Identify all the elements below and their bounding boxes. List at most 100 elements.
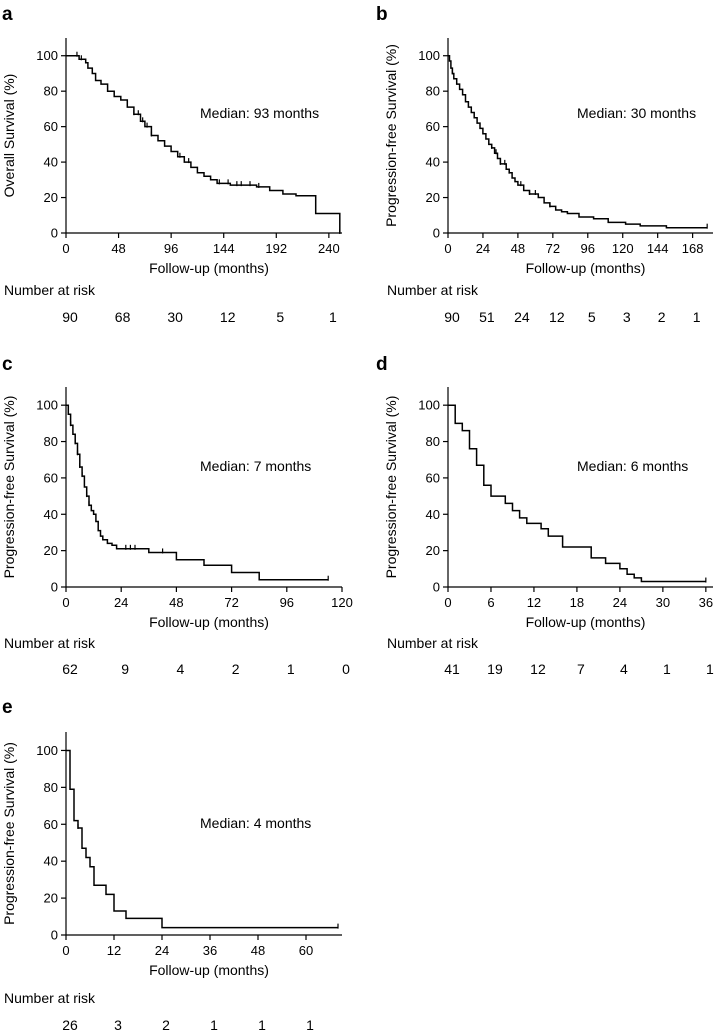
median-annotation: Median: 4 months bbox=[200, 815, 311, 831]
x-tick-label: 12 bbox=[107, 943, 121, 958]
x-axis-title: Follow-up (months) bbox=[149, 260, 269, 276]
x-tick-label: 24 bbox=[613, 595, 627, 610]
y-tick-label: 40 bbox=[44, 155, 58, 170]
x-tick-label: 72 bbox=[224, 595, 238, 610]
y-tick-label: 60 bbox=[44, 470, 58, 485]
x-tick-label: 12 bbox=[527, 595, 541, 610]
y-axis-title: Progression-free Survival (%) bbox=[383, 44, 399, 227]
risk-count: 68 bbox=[115, 309, 131, 325]
y-tick-label: 20 bbox=[426, 190, 440, 205]
x-tick-label: 120 bbox=[612, 241, 634, 256]
risk-count: 5 bbox=[588, 309, 596, 325]
x-axis-title: Follow-up (months) bbox=[149, 614, 269, 630]
risk-count: 1 bbox=[210, 1017, 218, 1031]
y-axis-title: Overall Survival (%) bbox=[1, 74, 17, 198]
y-axis-title: Progression-free Survival (%) bbox=[1, 396, 17, 579]
risk-count: 1 bbox=[329, 309, 337, 325]
x-tick-label: 0 bbox=[62, 241, 69, 256]
median-annotation: Median: 6 months bbox=[577, 458, 688, 474]
x-tick-label: 72 bbox=[546, 241, 560, 256]
risk-count: 9 bbox=[121, 661, 129, 677]
y-tick-label: 40 bbox=[426, 507, 440, 522]
x-tick-label: 240 bbox=[318, 241, 340, 256]
y-tick-label: 80 bbox=[44, 780, 58, 795]
risk-count: 26 bbox=[62, 1017, 78, 1031]
y-tick-label: 0 bbox=[51, 580, 58, 595]
risk-count: 24 bbox=[514, 309, 530, 325]
risk-count: 1 bbox=[706, 661, 714, 677]
y-axis-title: Progression-free Survival (%) bbox=[1, 742, 17, 925]
y-tick-label: 40 bbox=[44, 854, 58, 869]
y-tick-label: 0 bbox=[433, 580, 440, 595]
risk-count: 5 bbox=[276, 309, 284, 325]
y-tick-label: 100 bbox=[418, 48, 440, 63]
median-annotation: Median: 93 months bbox=[200, 105, 319, 121]
x-axis-title: Follow-up (months) bbox=[526, 614, 646, 630]
x-tick-label: 96 bbox=[164, 241, 178, 256]
y-tick-label: 0 bbox=[51, 928, 58, 943]
x-axis-title: Follow-up (months) bbox=[526, 260, 646, 276]
risk-count: 0 bbox=[342, 661, 350, 677]
x-axis-title: Follow-up (months) bbox=[149, 962, 269, 978]
y-tick-label: 100 bbox=[36, 398, 58, 413]
y-tick-label: 20 bbox=[44, 543, 58, 558]
x-tick-label: 0 bbox=[444, 595, 451, 610]
x-tick-label: 60 bbox=[299, 943, 313, 958]
y-tick-label: 100 bbox=[36, 48, 58, 63]
x-tick-label: 96 bbox=[280, 595, 294, 610]
x-tick-label: 48 bbox=[251, 943, 265, 958]
risk-count: 12 bbox=[220, 309, 236, 325]
y-tick-label: 60 bbox=[44, 817, 58, 832]
x-tick-label: 0 bbox=[444, 241, 451, 256]
survival-curve bbox=[448, 404, 706, 583]
risk-count: 1 bbox=[287, 661, 295, 677]
x-tick-label: 144 bbox=[647, 241, 669, 256]
x-tick-label: 144 bbox=[213, 241, 235, 256]
panel-b: b 0 20 40 60 80 100 0 24 48 72 96 120 144 168 Progressi… bbox=[376, 4, 713, 325]
x-tick-label: 24 bbox=[114, 595, 128, 610]
panel-letter: a bbox=[2, 4, 13, 25]
risk-count: 1 bbox=[663, 661, 671, 677]
y-tick-label: 80 bbox=[44, 434, 58, 449]
survival-curve bbox=[66, 749, 338, 929]
risk-count: 3 bbox=[623, 309, 631, 325]
y-axis-title: Progression-free Survival (%) bbox=[383, 396, 399, 579]
number-at-risk-title: Number at risk bbox=[387, 635, 479, 651]
y-tick-label: 60 bbox=[426, 470, 440, 485]
risk-count: 4 bbox=[620, 661, 628, 677]
y-tick-label: 20 bbox=[44, 891, 58, 906]
risk-count: 4 bbox=[177, 661, 185, 677]
risk-count: 1 bbox=[693, 309, 701, 325]
risk-count: 7 bbox=[577, 661, 585, 677]
survival-curve bbox=[66, 404, 329, 581]
panel-a: a 0 20 40 60 80 100 0 48 96 144 192 240 Overall Survi… bbox=[1, 4, 342, 325]
survival-curve bbox=[448, 54, 708, 229]
risk-count: 2 bbox=[232, 661, 240, 677]
risk-count: 90 bbox=[444, 309, 460, 325]
x-tick-label: 48 bbox=[511, 241, 525, 256]
panel-letter: e bbox=[2, 697, 13, 718]
x-tick-label: 120 bbox=[331, 595, 353, 610]
y-tick-label: 20 bbox=[44, 190, 58, 205]
median-annotation: Median: 7 months bbox=[200, 458, 311, 474]
risk-count: 3 bbox=[114, 1017, 122, 1031]
x-tick-label: 6 bbox=[487, 595, 494, 610]
median-annotation: Median: 30 months bbox=[577, 105, 696, 121]
risk-count: 30 bbox=[167, 309, 183, 325]
y-tick-label: 100 bbox=[418, 398, 440, 413]
risk-count: 1 bbox=[258, 1017, 266, 1031]
x-tick-label: 30 bbox=[656, 595, 670, 610]
number-at-risk-title: Number at risk bbox=[387, 282, 479, 298]
panel-letter: b bbox=[376, 4, 388, 25]
panel-d: d 0 20 40 60 80 100 0 6 12 18 24 30 36 Progression-fre… bbox=[376, 354, 714, 677]
risk-count: 90 bbox=[62, 309, 78, 325]
y-tick-label: 80 bbox=[426, 434, 440, 449]
y-tick-label: 100 bbox=[36, 743, 58, 758]
x-tick-label: 18 bbox=[570, 595, 584, 610]
risk-count: 2 bbox=[658, 309, 666, 325]
x-tick-label: 48 bbox=[169, 595, 183, 610]
survival-curve bbox=[66, 54, 341, 233]
